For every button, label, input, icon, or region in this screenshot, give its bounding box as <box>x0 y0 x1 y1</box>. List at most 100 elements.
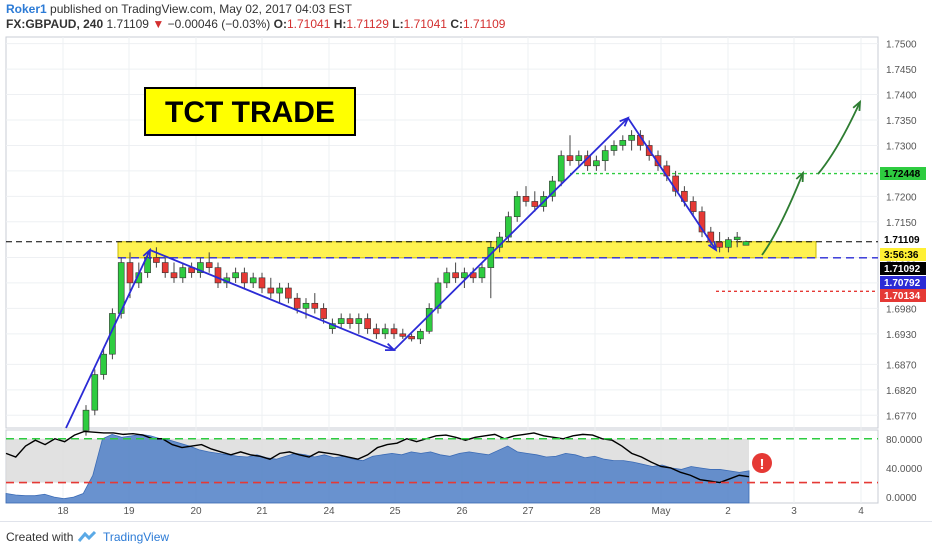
oscillator-tick-label: 40.0000 <box>886 464 923 475</box>
bullish-candle <box>425 308 433 332</box>
bullish-candle <box>337 318 345 324</box>
bullish-candle <box>461 272 468 279</box>
bearish-candle <box>408 336 415 340</box>
oscillator-area-series <box>5 433 750 504</box>
price-label-box <box>880 276 926 289</box>
bearish-candle <box>566 155 574 162</box>
y-tick-label: 1.6980 <box>886 304 917 315</box>
y-tick-label: 1.7200 <box>886 192 917 203</box>
bullish-candle <box>610 145 618 151</box>
x-tick-label: 21 <box>256 506 268 517</box>
bearish-candle <box>698 211 706 233</box>
bearish-candle <box>285 287 292 299</box>
projection-arrow-line <box>817 101 861 175</box>
bearish-candle <box>161 262 169 274</box>
x-tick-label: May <box>652 506 671 517</box>
bullish-candle <box>179 267 187 279</box>
bearish-candle <box>258 277 266 289</box>
bearish-candle <box>654 155 662 167</box>
bullish-candle <box>575 155 583 162</box>
y-tick-label: 1.7400 <box>886 91 917 102</box>
price-label-text: 1.72448 <box>884 169 921 180</box>
x-tick-label: 20 <box>190 506 202 517</box>
bearish-candle <box>346 318 354 324</box>
chart-title: TCT TRADE <box>165 96 335 129</box>
chart-area[interactable]: 18 19 20 21 24 25 26 27 28 May 2 3 4 1.6770 1.6820 1.68… <box>0 0 932 520</box>
open-label: O: <box>273 17 287 31</box>
bearish-candle <box>364 318 371 330</box>
price-label-text: 1.71092 <box>884 264 921 275</box>
bearish-candle <box>531 201 539 207</box>
bullish-candle <box>417 330 424 340</box>
bullish-candle <box>100 353 107 375</box>
y-tick-label: 1.7150 <box>886 218 917 229</box>
bullish-candle <box>733 236 741 240</box>
swing-arrowhead-icon <box>384 342 397 351</box>
low-value: 1.71041 <box>403 17 447 31</box>
bullish-candle <box>91 374 99 411</box>
x-tick-label: 3 <box>791 506 797 517</box>
change-value: −0.00046 (−0.03%) <box>167 17 271 31</box>
y-tick-label: 1.7450 <box>886 65 917 76</box>
bullish-candle <box>276 287 283 294</box>
footer: Created with TradingView <box>0 521 932 551</box>
y-tick-label: 1.7300 <box>886 141 917 152</box>
symbol-line: FX:GBPAUD, 240 1.71109 ▼ −0.00046 (−0.03… <box>6 17 505 31</box>
y-tick-label: 1.6930 <box>886 330 917 341</box>
bullish-candle <box>249 277 257 284</box>
bullish-candle <box>742 241 750 246</box>
oscillator-line-series <box>5 430 750 484</box>
last-price: 1.71109 <box>106 17 149 31</box>
open-value: 1.71041 <box>287 17 331 31</box>
close-label: C: <box>450 17 463 31</box>
bullish-candle <box>478 267 486 279</box>
bullish-candle <box>117 262 125 314</box>
x-tick-label: 28 <box>589 506 601 517</box>
low-label: L: <box>392 17 404 31</box>
price-label-box <box>880 248 926 261</box>
bullish-candle <box>593 160 600 167</box>
bearish-candle <box>311 302 319 309</box>
y-tick-label: 1.7350 <box>886 116 917 127</box>
tradingview-logo-icon <box>77 530 97 542</box>
bullish-candle <box>197 262 204 274</box>
x-tick-label: 19 <box>123 506 135 517</box>
bearish-candle <box>170 272 178 279</box>
x-tick-label: 27 <box>522 506 534 517</box>
oscillator-tick-label: 0.0000 <box>886 493 917 504</box>
price-label-box <box>880 262 926 275</box>
tradingview-link[interactable]: TradingView <box>103 530 170 544</box>
main-pane-frame <box>5 36 879 429</box>
bearish-candle <box>522 196 530 202</box>
y-tick-label: 1.6820 <box>886 386 917 397</box>
bearish-candle <box>241 272 248 284</box>
bullish-candle <box>355 318 363 324</box>
published-text: published on TradingView.com, May 02, 20… <box>50 2 352 16</box>
high-label: H: <box>333 17 347 31</box>
y-tick-label: 1.7500 <box>886 40 917 51</box>
bullish-candle <box>628 134 635 141</box>
bearish-candle <box>716 241 723 248</box>
bearish-candle <box>390 328 398 335</box>
price-label-text: 1.71109 <box>884 235 920 246</box>
created-with-text: Created with <box>6 530 74 544</box>
publish-line: Roker1 published on TradingView.com, May… <box>6 2 352 16</box>
price-label-box <box>880 233 926 246</box>
bullish-candle <box>725 239 732 248</box>
swing-arrowhead-icon <box>142 247 151 260</box>
price-label-text: 3:56:36 <box>884 250 919 261</box>
price-label-text: 1.70792 <box>884 278 921 289</box>
bearish-candle <box>689 201 697 212</box>
author-link[interactable]: Roker1 <box>6 2 47 16</box>
projection-arrowhead-icon <box>852 99 862 112</box>
bearish-candle <box>452 272 459 279</box>
bearish-candle <box>293 297 301 309</box>
close-value: 1.71109 <box>462 17 506 31</box>
alert-icon-glyph: ! <box>760 456 765 473</box>
bullish-candle <box>513 196 521 218</box>
bullish-candle <box>144 257 151 274</box>
x-tick-label: 24 <box>323 506 335 517</box>
bullish-candle <box>601 150 609 162</box>
bullish-candle <box>232 272 239 279</box>
bullish-candle <box>443 272 451 284</box>
